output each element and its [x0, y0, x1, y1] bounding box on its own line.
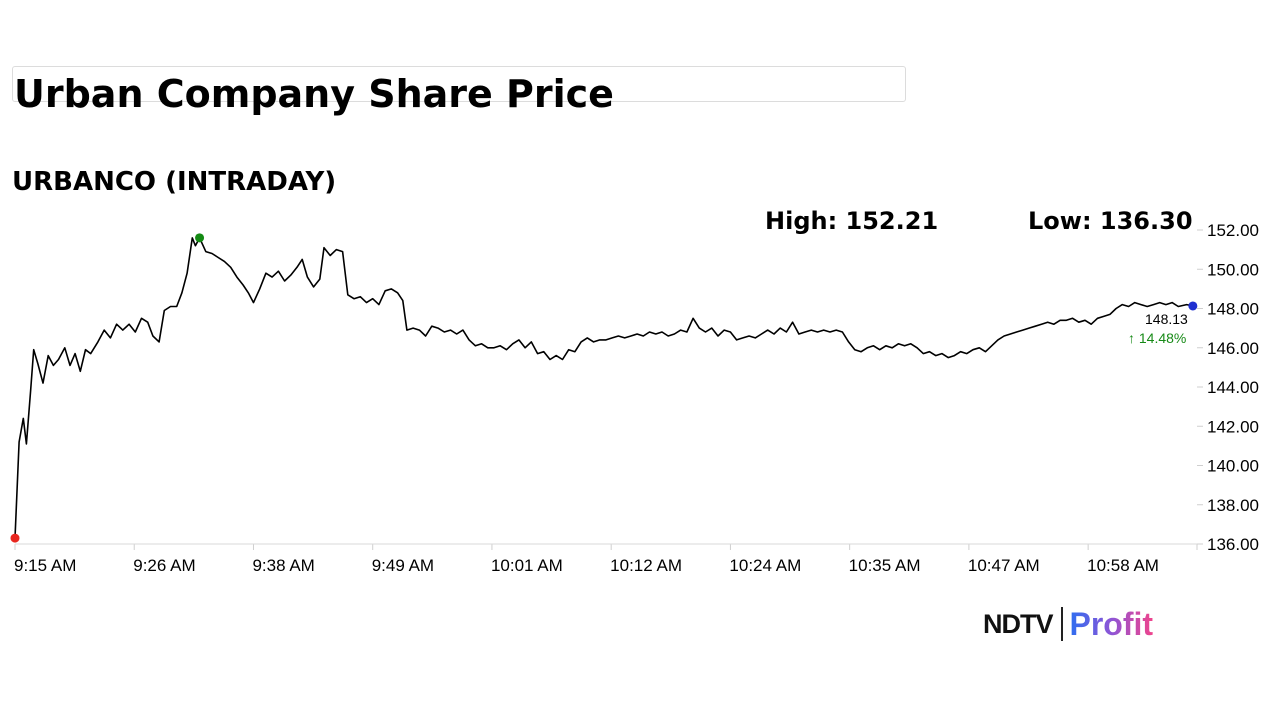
y-tick-label: 142.00	[1207, 417, 1259, 436]
y-tick-label: 150.00	[1207, 260, 1259, 279]
last-price-label: 148.13	[1145, 311, 1188, 327]
x-tick-label: 10:35 AM	[849, 556, 921, 575]
ndtv-wordmark: NDTV	[983, 608, 1053, 639]
x-tick-label: 9:49 AM	[372, 556, 434, 575]
y-axis: 152.00 150.00 148.00 146.00 144.00 142.00 140.…	[1197, 221, 1259, 554]
chart-title: URBANCO (INTRADAY)	[12, 167, 337, 197]
marker-low	[10, 533, 20, 543]
x-tick-label: 10:01 AM	[491, 556, 563, 575]
y-tick-label: 136.00	[1207, 535, 1259, 554]
page-title: Urban Company Share Price	[14, 72, 614, 116]
x-tick-label: 10:47 AM	[968, 556, 1040, 575]
profit-wordmark: Profit	[1069, 605, 1154, 642]
x-axis: 9:15 AM 9:26 AM 9:38 AM 9:49 AM 10:01 AM 10:1…	[14, 544, 1198, 575]
x-tick-label: 9:15 AM	[14, 556, 76, 575]
price-change-label: ↑ 14.48%	[1128, 330, 1186, 346]
y-tick-label: 144.00	[1207, 378, 1259, 397]
marker-last	[1188, 301, 1198, 311]
y-tick-label: 138.00	[1207, 496, 1259, 515]
title-box	[12, 66, 906, 102]
x-tick-label: 9:26 AM	[133, 556, 195, 575]
low-value: Low: 136.30	[1028, 207, 1193, 235]
x-tick-label: 10:24 AM	[729, 556, 801, 575]
x-tick-label: 9:38 AM	[252, 556, 314, 575]
price-line	[14, 237, 1194, 539]
marker-high	[195, 233, 205, 243]
logo-divider	[1060, 607, 1063, 641]
y-tick-label: 140.00	[1207, 457, 1259, 476]
y-tick-label: 152.00	[1207, 221, 1259, 240]
y-tick-label: 148.00	[1207, 300, 1259, 319]
ndtv-profit-logo: NDTV Profit	[983, 603, 1153, 645]
x-tick-label: 10:58 AM	[1087, 556, 1159, 575]
high-value: High: 152.21	[765, 207, 939, 235]
x-tick-label: 10:12 AM	[610, 556, 682, 575]
markers	[10, 233, 1198, 543]
y-tick-label: 146.00	[1207, 339, 1259, 358]
